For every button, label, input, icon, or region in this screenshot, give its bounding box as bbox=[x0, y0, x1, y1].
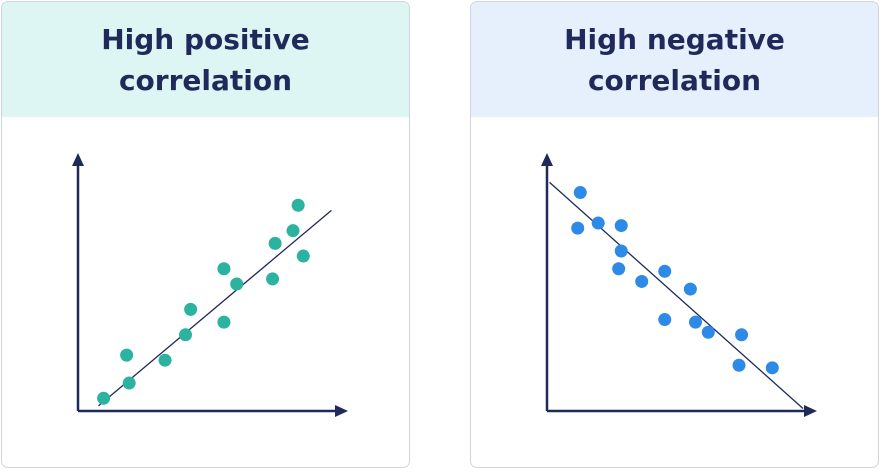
data-point bbox=[614, 219, 628, 233]
data-point bbox=[732, 358, 746, 372]
chart-title: High positive correlation bbox=[101, 22, 310, 97]
negative-scatter-plot bbox=[541, 153, 817, 417]
x-axis-arrow bbox=[804, 405, 817, 417]
positive-correlation-card: High positive correlation bbox=[1, 1, 410, 468]
data-point bbox=[97, 391, 111, 405]
trend-line bbox=[98, 209, 332, 407]
data-point bbox=[120, 348, 134, 362]
data-point bbox=[158, 353, 172, 367]
data-point bbox=[217, 315, 231, 329]
positive-card-header: High positive correlation bbox=[2, 2, 409, 117]
data-point bbox=[266, 272, 280, 286]
data-point bbox=[765, 361, 779, 375]
data-point bbox=[571, 221, 585, 235]
negative-card-header: High negative correlation bbox=[471, 2, 878, 117]
data-point bbox=[179, 328, 193, 342]
data-point bbox=[573, 186, 587, 200]
negative-correlation-card: High negative correlation bbox=[470, 1, 879, 468]
trend-line bbox=[549, 181, 804, 409]
data-point bbox=[291, 198, 305, 212]
data-point bbox=[701, 325, 715, 339]
data-point bbox=[683, 282, 697, 296]
data-point bbox=[122, 376, 136, 390]
data-point bbox=[658, 264, 672, 278]
data-point bbox=[688, 315, 702, 329]
x-axis-arrow bbox=[335, 405, 348, 417]
data-point bbox=[217, 262, 231, 276]
data-point bbox=[635, 274, 649, 288]
chart-title: High negative correlation bbox=[564, 22, 785, 97]
data-point bbox=[735, 328, 749, 342]
data-point bbox=[286, 224, 300, 238]
data-point bbox=[612, 262, 626, 276]
data-point bbox=[268, 236, 282, 250]
data-point bbox=[614, 244, 628, 258]
data-point bbox=[184, 302, 198, 316]
y-axis-arrow bbox=[72, 153, 84, 166]
data-point bbox=[296, 249, 310, 263]
y-axis-arrow bbox=[541, 153, 553, 166]
data-point bbox=[658, 313, 672, 327]
data-point bbox=[591, 216, 605, 230]
data-point bbox=[230, 277, 244, 291]
positive-scatter-plot bbox=[72, 153, 348, 417]
